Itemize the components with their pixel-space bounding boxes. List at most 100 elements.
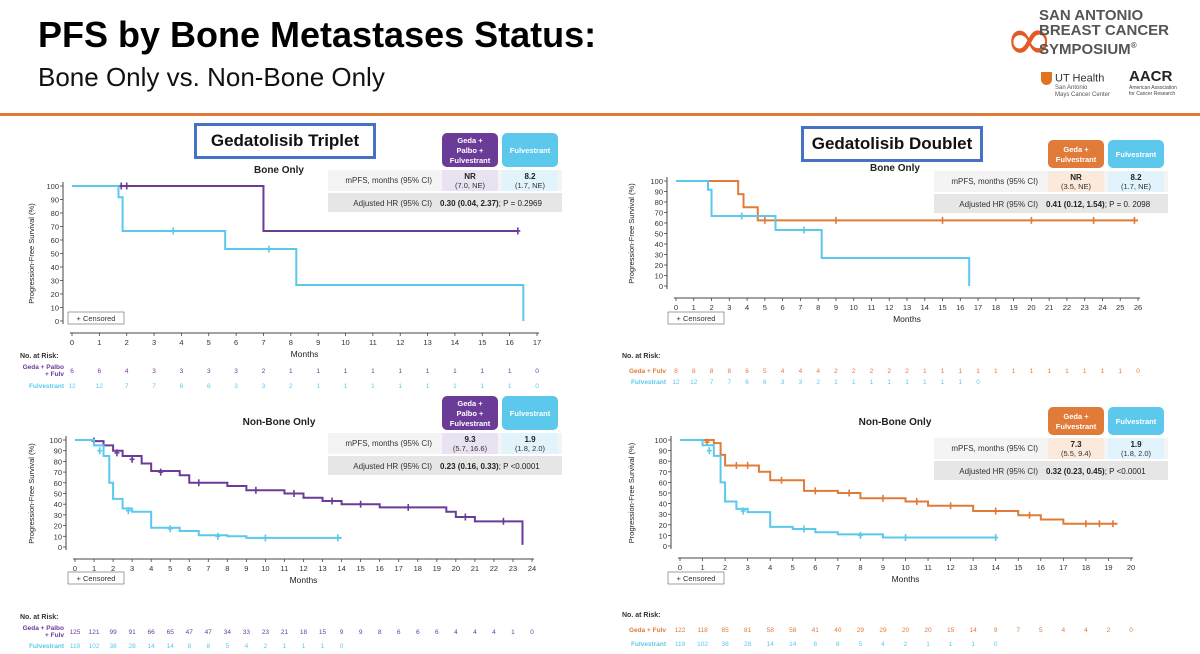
- y-axis-label: Progression-Free Survival (%): [27, 443, 36, 544]
- at-risk-count: 8: [836, 641, 840, 648]
- y-tick-label: 20: [51, 290, 59, 299]
- at-risk-count: 4: [816, 368, 820, 375]
- x-tick-label: 3: [727, 303, 731, 312]
- y-tick-label: 90: [655, 188, 663, 197]
- page-subtitle: Bone Only vs. Non-Bone Only: [38, 62, 385, 92]
- mpfs-fulv-ci: (1.8, 2.0): [1121, 449, 1152, 458]
- at-risk-row-label: + Fulv: [45, 632, 64, 639]
- at-risk-row-label: + Fulv: [45, 371, 64, 378]
- hr-estimate: 0.32 (0.23, 0.45): [1046, 467, 1105, 476]
- mpfs-arm-value: 7.3: [1070, 440, 1082, 449]
- at-risk-count: 1: [852, 379, 856, 386]
- at-risk-count: 2: [905, 368, 909, 375]
- at-risk-count: 3: [781, 379, 785, 386]
- panel-title: Non-Bone Only: [859, 417, 932, 428]
- at-risk-count: 119: [70, 643, 81, 650]
- km-curve-geda: [680, 439, 1118, 525]
- hr-value: 0.32 (0.23, 0.45); P <0.0001: [1046, 467, 1146, 476]
- x-tick-label: 11: [924, 563, 932, 572]
- x-tick-label: 8: [816, 303, 820, 312]
- x-tick-label: 12: [299, 564, 307, 573]
- at-risk-count: 21: [281, 629, 289, 636]
- at-risk-count: 1: [887, 379, 891, 386]
- at-risk-count: 2: [834, 368, 838, 375]
- at-risk-count: 1: [302, 643, 306, 650]
- at-risk-count: 40: [834, 627, 842, 634]
- at-risk-count: 1: [371, 368, 375, 375]
- x-tick-label: 17: [395, 564, 403, 573]
- arm-header-label: Fulvestrant: [450, 156, 491, 165]
- mpfs-label: mPFS, months (95% CI): [951, 177, 1038, 186]
- mpfs-arm-cell: [1048, 438, 1104, 459]
- x-tick-label: 4: [768, 563, 772, 572]
- at-risk-count: 1: [1083, 368, 1087, 375]
- x-tick-label: 19: [433, 564, 441, 573]
- at-risk-count: 9: [359, 629, 363, 636]
- x-tick-label: 4: [149, 564, 153, 573]
- km-curve-geda: [676, 180, 1138, 222]
- x-tick-label: 9: [244, 564, 248, 573]
- x-tick-label: 6: [813, 563, 817, 572]
- at-risk-count: 3: [799, 379, 803, 386]
- x-tick-label: 19: [1009, 303, 1017, 312]
- y-tick-label: 70: [51, 223, 59, 232]
- y-tick-label: 30: [659, 510, 667, 519]
- at-risk-count: 1: [905, 379, 909, 386]
- at-risk-count: 3: [207, 368, 211, 375]
- logo-line-3: SYMPOSIUM: [1039, 41, 1131, 58]
- at-risk-count: 14: [789, 641, 797, 648]
- at-risk-count: 1: [321, 643, 325, 650]
- at-risk-row-label: Fulvestrant: [29, 643, 65, 650]
- at-risk-count: 4: [492, 629, 496, 636]
- at-risk-count: 6: [763, 379, 767, 386]
- x-tick-label: 24: [528, 564, 536, 573]
- x-tick-label: 20: [452, 564, 460, 573]
- x-tick-label: 3: [152, 338, 156, 347]
- at-risk-count: 5: [1039, 627, 1043, 634]
- y-tick-label: 40: [655, 240, 663, 249]
- at-risk-count: 1: [941, 379, 945, 386]
- mpfs-fulv-ci: (1.7, NE): [1121, 182, 1152, 191]
- x-tick-label: 16: [375, 564, 383, 573]
- at-risk-count: 0: [1136, 368, 1140, 375]
- at-risk-count: 9: [994, 627, 998, 634]
- at-risk-count: 1: [1118, 368, 1122, 375]
- at-risk-row-label: Fulvestrant: [631, 641, 667, 648]
- at-risk-count: 91: [129, 629, 137, 636]
- x-tick-label: 18: [1082, 563, 1090, 572]
- arm-header-label: Palbo +: [457, 409, 485, 418]
- x-tick-label: 2: [723, 563, 727, 572]
- at-risk-count: 6: [435, 629, 439, 636]
- x-tick-label: 1: [692, 303, 696, 312]
- at-risk-count: 1: [1065, 368, 1069, 375]
- ut-shield-icon: [1041, 72, 1052, 85]
- at-risk-count: 5: [859, 641, 863, 648]
- y-tick-label: 40: [51, 263, 59, 272]
- at-risk-count: 9: [340, 629, 344, 636]
- at-risk-count: 7: [1016, 627, 1020, 634]
- x-tick-label: 6: [234, 338, 238, 347]
- hr-p-value: ; P = 0. 2098: [1105, 200, 1151, 209]
- at-risk-count: 34: [224, 629, 232, 636]
- mpfs-row: [328, 433, 562, 454]
- at-risk-count: 0: [994, 641, 998, 648]
- at-risk-count: 8: [813, 641, 817, 648]
- at-risk-count: 1: [941, 368, 945, 375]
- at-risk-count: 4: [245, 643, 249, 650]
- at-risk-count: 1: [344, 383, 348, 390]
- y-tick-label: 80: [51, 209, 59, 218]
- x-tick-label: 6: [187, 564, 191, 573]
- at-risk-count: 6: [397, 629, 401, 636]
- at-risk-heading: No. at Risk:: [622, 353, 661, 360]
- title-divider: [0, 113, 1200, 116]
- mpfs-row: [328, 170, 562, 191]
- arm-header-label: Fulvestrant: [1056, 155, 1097, 164]
- at-risk-count: 1: [1012, 368, 1016, 375]
- at-risk-count: 28: [129, 643, 137, 650]
- at-risk-count: 6: [98, 368, 102, 375]
- at-risk-count: 8: [378, 629, 382, 636]
- y-axis-label: Progression-Free Survival (%): [27, 203, 36, 304]
- at-risk-heading: No. at Risk:: [622, 612, 661, 619]
